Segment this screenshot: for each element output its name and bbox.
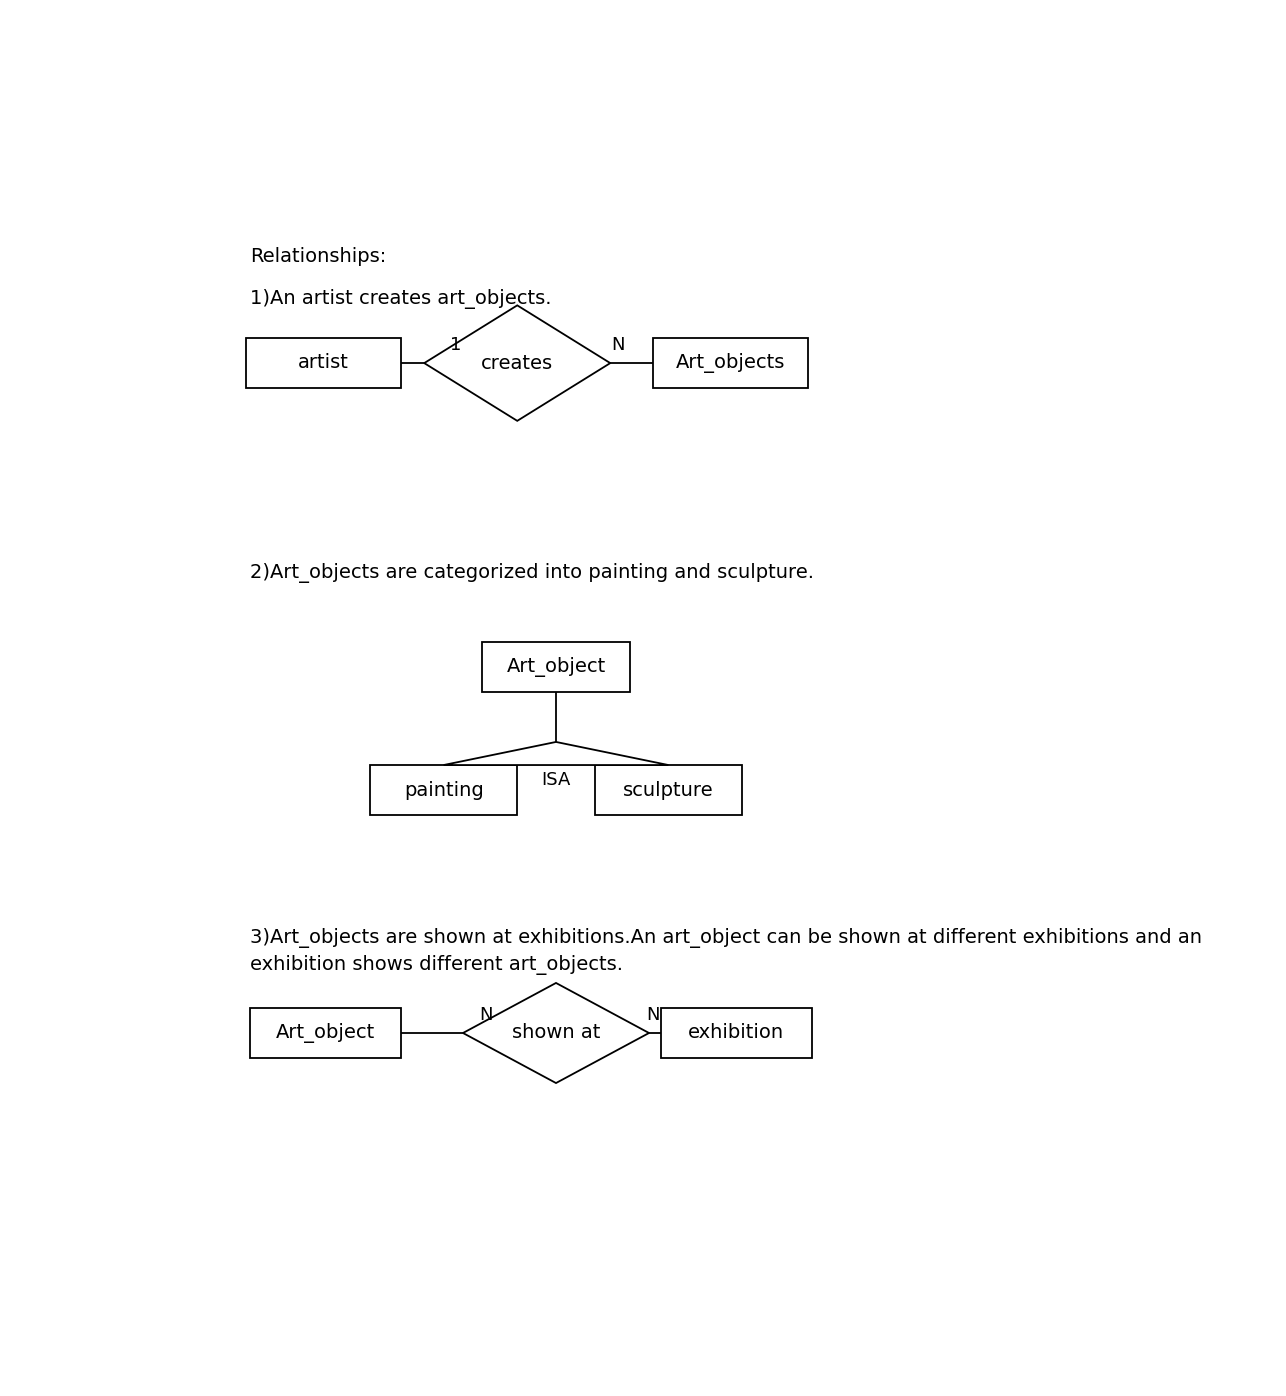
Text: ISA: ISA — [541, 771, 571, 789]
Text: 1: 1 — [450, 336, 460, 355]
Text: 2)Art_objects are categorized into painting and sculpture.: 2)Art_objects are categorized into paint… — [249, 563, 814, 582]
Text: N: N — [646, 1007, 660, 1025]
Polygon shape — [444, 741, 669, 765]
Text: 1)An artist creates art_objects.: 1)An artist creates art_objects. — [249, 289, 552, 309]
Text: 3)Art_objects are shown at exhibitions.An art_object can be shown at different e: 3)Art_objects are shown at exhibitions.A… — [249, 928, 1202, 948]
Text: sculpture: sculpture — [622, 780, 714, 800]
Text: N: N — [611, 336, 625, 355]
FancyBboxPatch shape — [249, 1008, 401, 1058]
Text: painting: painting — [404, 780, 484, 800]
FancyBboxPatch shape — [482, 642, 630, 692]
Text: exhibition: exhibition — [688, 1023, 784, 1043]
Text: exhibition shows different art_objects.: exhibition shows different art_objects. — [249, 955, 622, 976]
FancyBboxPatch shape — [246, 338, 401, 388]
FancyBboxPatch shape — [594, 765, 742, 815]
Text: artist: artist — [298, 353, 349, 373]
Polygon shape — [463, 983, 649, 1083]
FancyBboxPatch shape — [661, 1008, 811, 1058]
Text: shown at: shown at — [512, 1023, 601, 1043]
Text: Art_object: Art_object — [507, 658, 606, 677]
Polygon shape — [424, 306, 611, 420]
Text: Art_object: Art_object — [275, 1023, 376, 1043]
Text: creates: creates — [481, 353, 553, 373]
Text: N: N — [480, 1007, 493, 1025]
FancyBboxPatch shape — [653, 338, 808, 388]
Text: Art_objects: Art_objects — [675, 353, 784, 373]
FancyBboxPatch shape — [370, 765, 517, 815]
Text: Relationships:: Relationships: — [249, 247, 386, 267]
